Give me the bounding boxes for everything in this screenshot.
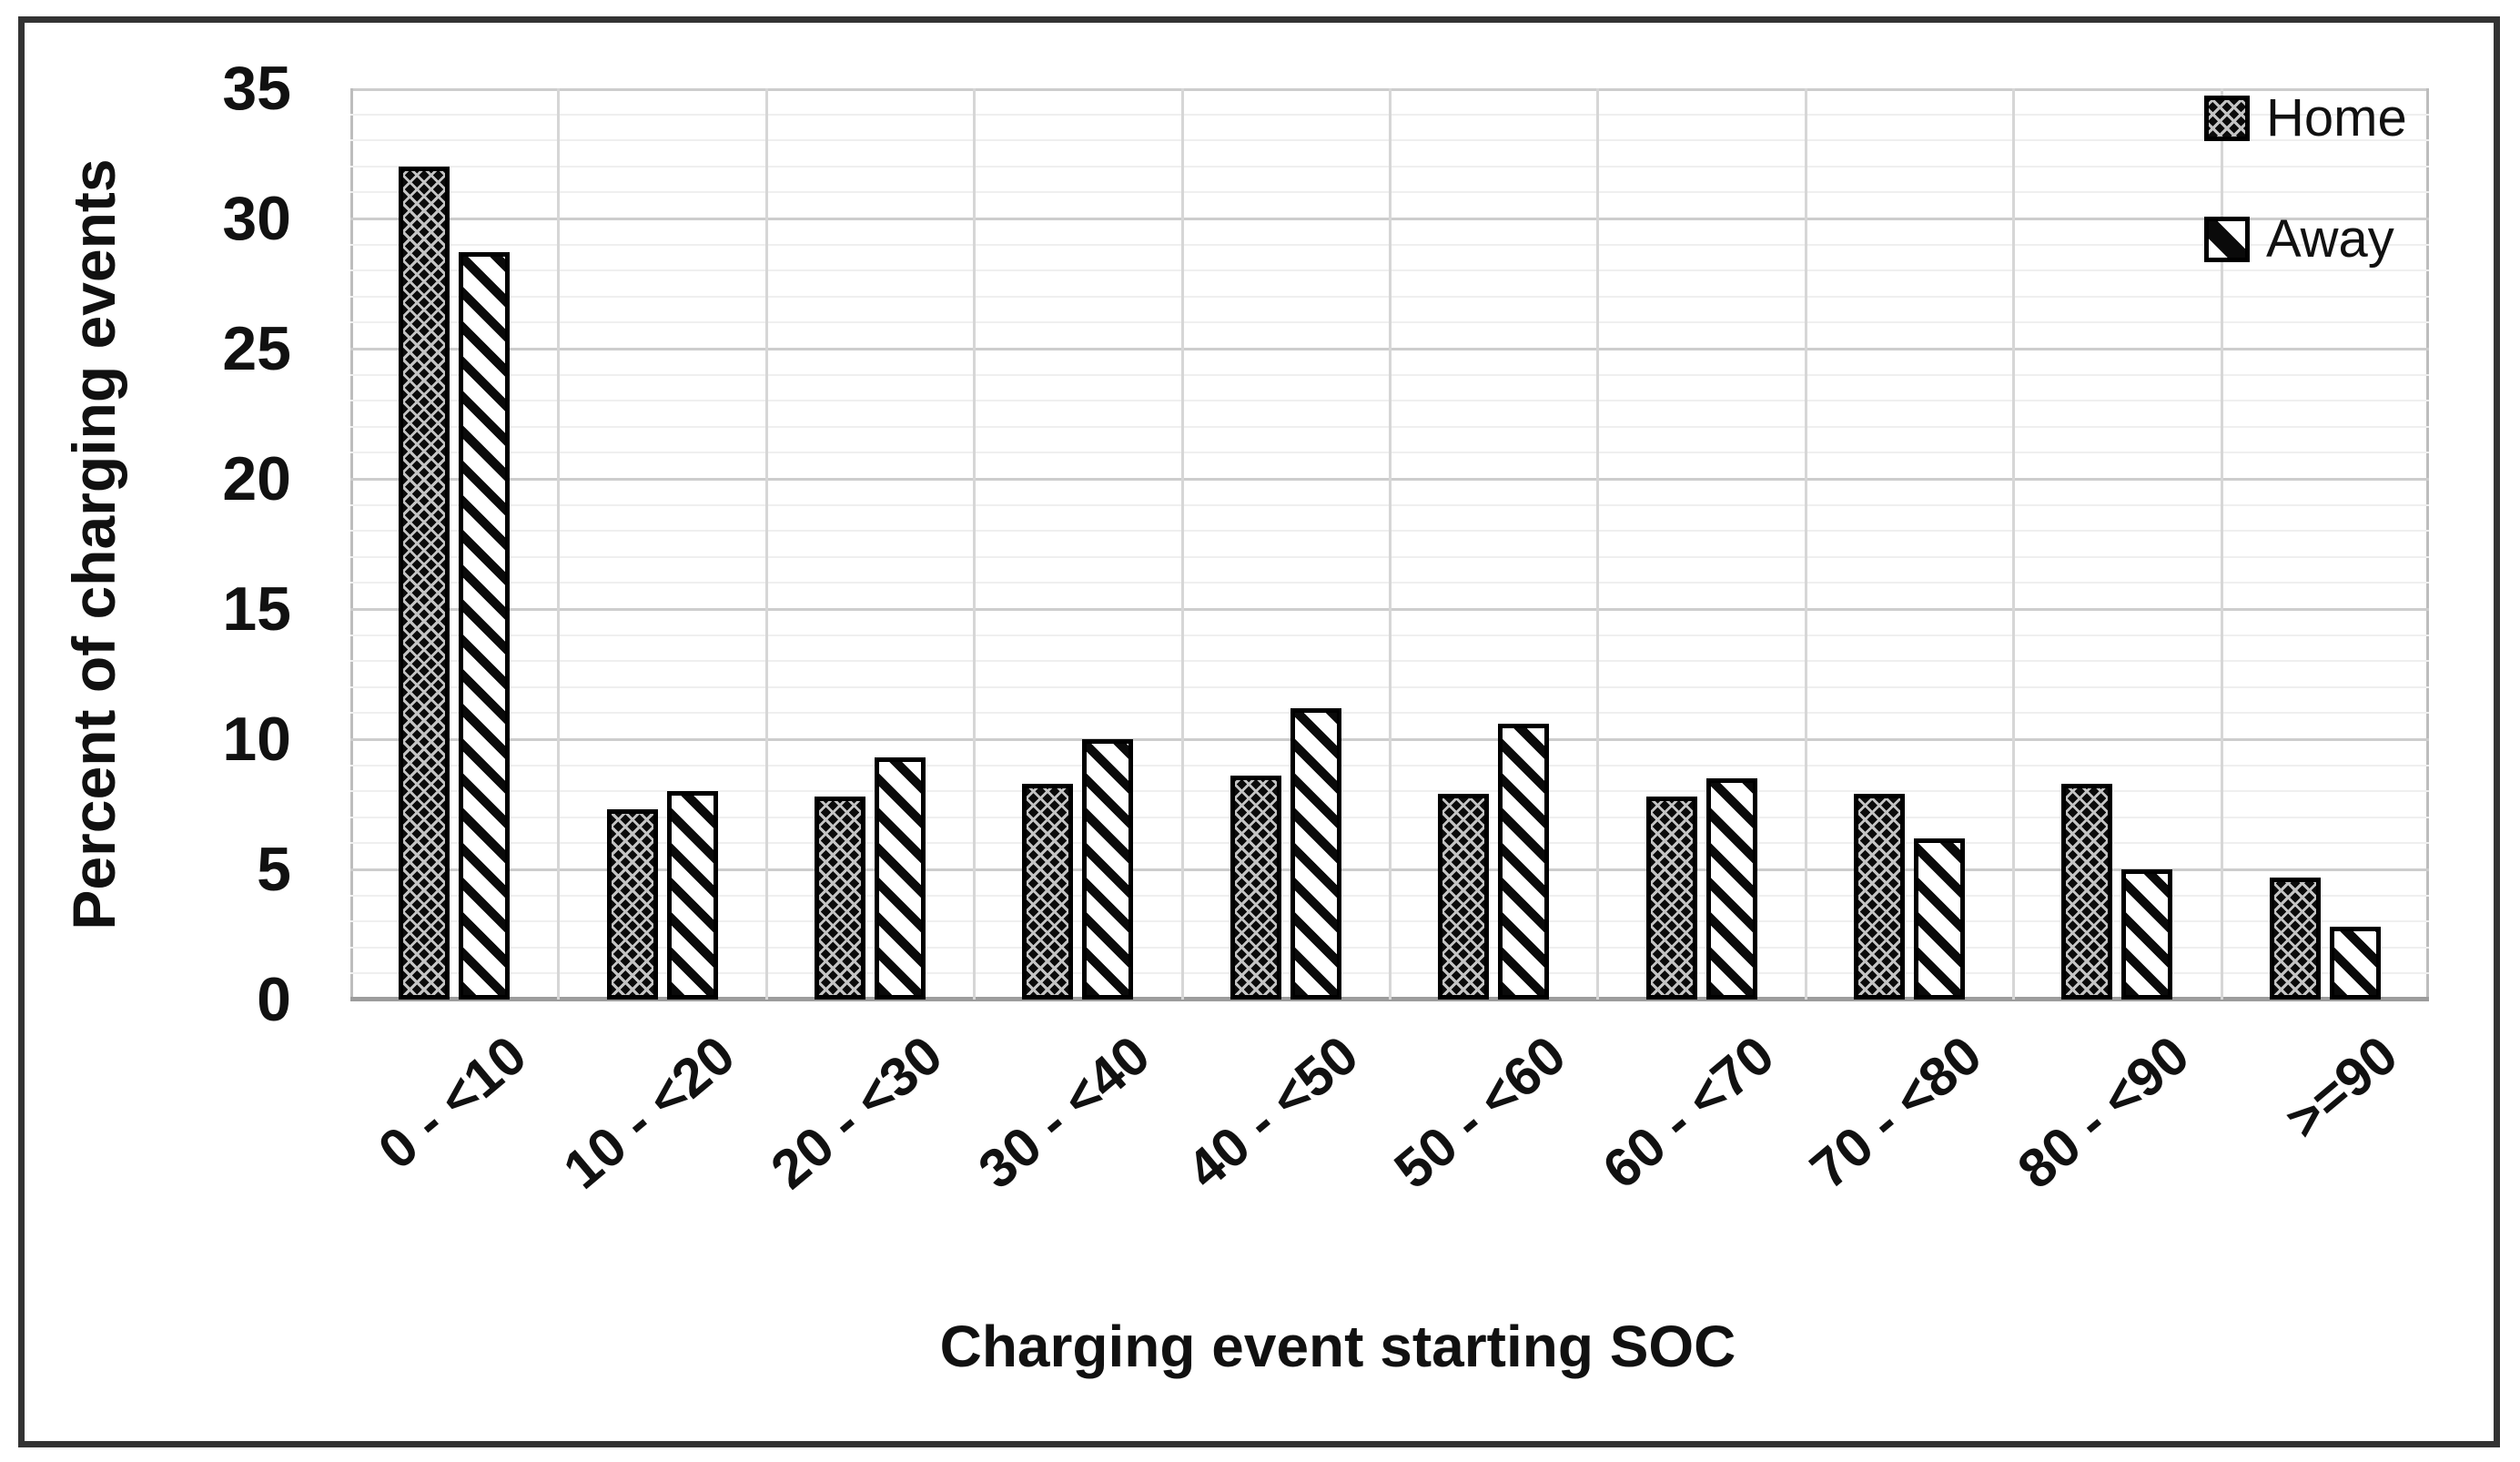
gridline-vertical <box>1596 88 1599 1000</box>
bar-home-8 <box>2061 784 2112 1000</box>
legend-swatch-home-pattern-icon <box>2204 95 2250 141</box>
y-tick-label: 0 <box>257 965 291 1034</box>
x-axis-title: Charging event starting SOC <box>939 1314 1736 1379</box>
plot-area <box>350 88 2429 1001</box>
plot-border-left <box>350 88 353 1000</box>
bar-home-5 <box>1438 794 1489 1000</box>
y-tick-label: 10 <box>222 705 291 774</box>
y-tick-label: 25 <box>222 314 291 383</box>
bar-away-4 <box>1290 708 1341 1000</box>
bar-home-0 <box>399 167 450 1000</box>
legend-entry-away: Away <box>2204 208 2394 269</box>
gridline-vertical <box>2221 88 2223 1000</box>
bar-away-1 <box>667 791 718 1000</box>
bar-away-6 <box>1706 778 1757 1000</box>
y-tick-label: 35 <box>222 54 291 123</box>
legend-entry-home: Home <box>2204 87 2407 148</box>
plot-border-right <box>2426 88 2429 1000</box>
bar-away-9 <box>2330 927 2381 1000</box>
bar-away-7 <box>1914 838 1965 1000</box>
legend-label-away: Away <box>2266 209 2394 269</box>
gridline-vertical <box>973 88 976 1000</box>
bar-home-2 <box>815 797 865 1000</box>
legend-label-home: Home <box>2266 88 2407 147</box>
gridline-vertical <box>557 88 560 1000</box>
bar-away-0 <box>459 252 510 1000</box>
y-tick-label: 15 <box>222 574 291 644</box>
gridline-vertical <box>765 88 768 1000</box>
bar-home-9 <box>2270 878 2321 1000</box>
y-axis-title: Percent of charging events <box>60 158 127 930</box>
y-tick-label: 5 <box>257 835 291 904</box>
bar-away-8 <box>2121 869 2172 1000</box>
gridline-vertical <box>1181 88 1184 1000</box>
bar-home-3 <box>1022 784 1073 1000</box>
bar-away-3 <box>1082 739 1133 1000</box>
bar-away-5 <box>1498 724 1549 1000</box>
bar-away-2 <box>875 757 926 1000</box>
gridline-vertical <box>1389 88 1392 1000</box>
bar-home-1 <box>607 809 658 1000</box>
legend-swatch-away-pattern-icon <box>2204 216 2250 262</box>
bar-home-6 <box>1646 797 1697 1000</box>
gridline-vertical <box>1805 88 1807 1000</box>
bar-home-4 <box>1230 776 1281 1000</box>
gridline-vertical <box>2012 88 2015 1000</box>
y-tick-label: 30 <box>222 184 291 253</box>
bar-home-7 <box>1854 794 1905 1000</box>
y-tick-label: 20 <box>222 444 291 513</box>
